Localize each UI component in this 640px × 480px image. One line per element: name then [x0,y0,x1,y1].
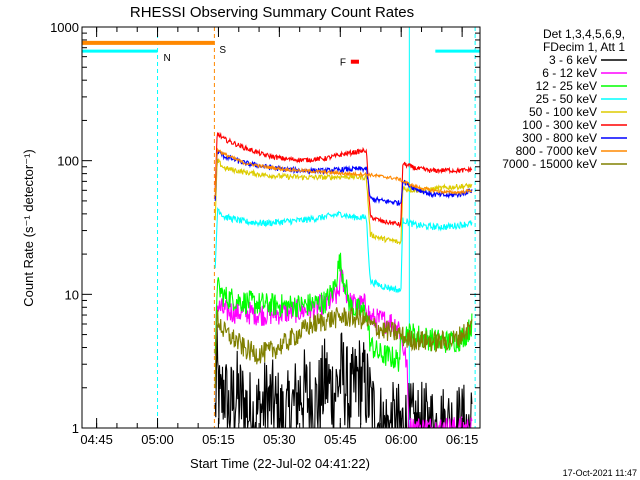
x-tick-label: 06:00 [385,432,418,447]
legend: Det 1,3,4,5,6,9,FDecim 1, Att 13 - 6 keV… [502,27,627,171]
annotation-SAA-group [82,27,215,428]
legend-entry-label: 800 - 7000 keV [516,144,597,158]
series-line-300-800keV [214,149,473,207]
x-tick-label: 05:45 [324,432,357,447]
axes: N S F 1 10 100 1000 04:45 05:00 05:15 05:30 05:45 06… [50,20,481,447]
legend-entry-label: 300 - 800 keV [522,131,597,145]
x-axis-label: Start Time (22-Jul-02 04:41:22) [190,456,370,471]
x-tick-label: 05:15 [202,432,235,447]
legend-entry-label: 7000 - 15000 keV [502,157,597,171]
legend-header-line: FDecim 1, Att 1 [543,40,625,54]
plot-area [82,27,480,428]
x-tick-label: 06:15 [446,432,479,447]
annotation-night-group [82,27,480,428]
y-axis-label: Count Rate (s⁻¹ detector⁻¹) [21,149,36,307]
y-tick-label: 1000 [50,20,79,35]
x-tick-label: 05:30 [263,432,296,447]
x-tick-label: 04:45 [80,432,113,447]
legend-header-line: Det 1,3,4,5,6,9, [543,27,625,41]
legend-entry-label: 12 - 25 keV [536,79,597,93]
legend-entry-label: 3 - 6 keV [549,53,597,67]
legend-entry-label: 100 - 300 keV [522,118,597,132]
chart-title: RHESSI Observing Summary Count Rates [130,4,414,21]
y-tick-label: 1 [72,421,79,436]
timestamp: 17-Oct-2021 11:47 [563,468,637,478]
y-tick-label: 100 [57,154,79,169]
x-tick-label: 05:00 [141,432,174,447]
annotation-SAA-label: S [219,45,226,56]
series-line-100-300keV [214,131,473,229]
series-line-800-7000keV [214,147,472,197]
legend-entry-label: 25 - 50 keV [536,92,597,106]
series-line-25-50keV [214,206,473,294]
series-line-7000-15000keV [214,307,473,389]
legend-entry-label: 6 - 12 keV [542,66,597,80]
annotation-flare-label: F [340,58,346,69]
plot-frame [81,26,481,429]
legend-entry-label: 50 - 100 keV [529,105,597,119]
annotation-night-label: N [164,53,171,64]
series-line-6-12keV [214,268,473,428]
series-line-3-6keV [214,324,473,428]
y-tick-label: 10 [65,287,79,302]
